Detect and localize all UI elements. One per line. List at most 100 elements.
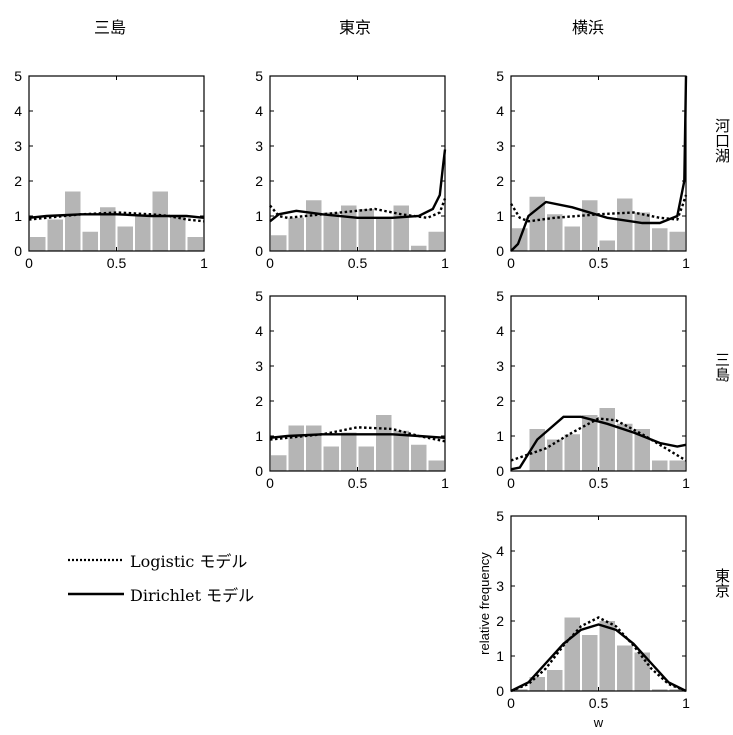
plot-frame [510, 515, 687, 692]
x-tick-label: 0.5 [589, 475, 609, 491]
histogram-bar [582, 415, 598, 471]
y-tick-label: 4 [496, 103, 504, 119]
histogram-bar [341, 432, 357, 471]
histogram-bar [599, 408, 615, 471]
chart-panel-0: 0 1 2 3 4 5 0 0.5 1 [14, 68, 208, 271]
y-tick-label: 1 [14, 208, 22, 224]
histogram-bar [170, 216, 186, 251]
histogram-bar [100, 207, 116, 251]
dirichlet-curve [510, 415, 687, 471]
histogram-bar [582, 635, 598, 691]
y-tick-label: 1 [496, 648, 504, 664]
histogram-bar [669, 460, 685, 471]
dirichlet-curve [269, 433, 446, 439]
histogram-bar [323, 446, 339, 471]
histogram-bar [652, 689, 668, 691]
x-tick-label: 0 [507, 255, 515, 271]
histogram-bar [599, 240, 615, 251]
histogram-bar [187, 237, 203, 251]
x-tick-label: 0 [266, 475, 274, 491]
y-tick-label: 0 [496, 243, 504, 259]
histogram-bar [652, 460, 668, 471]
histogram-bar [669, 689, 685, 691]
histogram-bar [634, 429, 650, 471]
column-title-yokohama: 横浜 [572, 18, 605, 37]
y-tick-label: 3 [255, 358, 263, 374]
histogram-bar [47, 219, 63, 251]
histogram-bar [306, 425, 322, 471]
histogram-bar [428, 460, 444, 471]
y-tick-label: 3 [496, 358, 504, 374]
legend-label-dirichlet: Dirichlet モデル [130, 586, 255, 605]
column-title-tokyo: 東京 [339, 18, 372, 37]
histogram-bar [547, 439, 563, 471]
histogram-bar [82, 231, 98, 251]
x-tick-label: 0 [507, 695, 515, 711]
logistic-curve [269, 198, 447, 220]
histogram-bar [512, 689, 528, 691]
histogram-bar [547, 670, 563, 691]
y-axis-label: relative frequency [477, 552, 492, 655]
x-tick-label: 0.5 [348, 475, 368, 491]
logistic-curve [510, 616, 687, 693]
x-tick-label: 0.5 [348, 255, 368, 271]
x-tick-label: 1 [200, 255, 208, 271]
y-tick-label: 2 [496, 613, 504, 629]
histogram-bar [564, 434, 580, 471]
legend-item-logistic: Logistic モデル [68, 548, 247, 572]
histogram-bar [271, 455, 287, 471]
x-tick-label: 0.5 [589, 255, 609, 271]
logistic-curve [510, 417, 687, 462]
legend-item-dirichlet: Dirichlet モデル [68, 582, 254, 606]
chart-panel-1: 0 1 2 3 4 5 0 0.5 1 [255, 68, 449, 271]
y-tick-label: 3 [496, 578, 504, 594]
histogram-bar [564, 226, 580, 251]
histogram-bar [358, 209, 374, 251]
histogram-bar [529, 196, 545, 251]
histogram-bar [393, 430, 409, 471]
histogram-bar [30, 237, 46, 251]
chart-panel-4: 0 1 2 3 4 5 0 0.5 1 [496, 288, 690, 491]
legend-swatch-dotted [68, 558, 124, 562]
y-tick-label: 3 [14, 138, 22, 154]
chart-panel-5: 0 1 2 3 4 5 0 0.5 1 w relative frequency [477, 508, 690, 730]
x-tick-label: 1 [682, 475, 690, 491]
y-tick-label: 1 [255, 208, 263, 224]
y-tick-label: 5 [255, 288, 263, 304]
x-tick-label: 1 [441, 475, 449, 491]
histogram-bar [288, 217, 304, 251]
dirichlet-curve [269, 149, 447, 223]
y-tick-label: 2 [255, 173, 263, 189]
dirichlet-curve [510, 623, 687, 693]
y-tick-label: 5 [14, 68, 22, 84]
histogram-bar [547, 214, 563, 251]
chart-panel-3: 0 1 2 3 4 5 0 0.5 1 [255, 288, 449, 491]
y-tick-label: 2 [496, 393, 504, 409]
y-tick-label: 2 [255, 393, 263, 409]
histogram-bar [582, 200, 598, 251]
histogram-bar [306, 200, 322, 251]
y-tick-label: 1 [255, 428, 263, 444]
y-tick-label: 4 [14, 103, 22, 119]
histogram-bar [617, 645, 633, 691]
histogram-bar [323, 212, 339, 251]
y-tick-label: 5 [496, 508, 504, 524]
row-title-mishima: 三島 [713, 352, 731, 382]
histogram-bar [65, 191, 81, 251]
y-tick-label: 3 [496, 138, 504, 154]
x-tick-label: 1 [441, 255, 449, 271]
x-tick-label: 0 [266, 255, 274, 271]
histogram-bar [271, 235, 287, 251]
histogram-bar [376, 415, 392, 471]
x-tick-label: 0 [507, 475, 515, 491]
x-tick-label: 0.5 [589, 695, 609, 711]
logistic-curve [28, 211, 205, 223]
histogram-bar [529, 677, 545, 691]
y-tick-label: 5 [496, 68, 504, 84]
logistic-curve [509, 194, 688, 223]
histogram-bar [669, 231, 685, 251]
histogram-bar [376, 217, 392, 251]
column-title-mishima: 三島 [94, 18, 127, 37]
